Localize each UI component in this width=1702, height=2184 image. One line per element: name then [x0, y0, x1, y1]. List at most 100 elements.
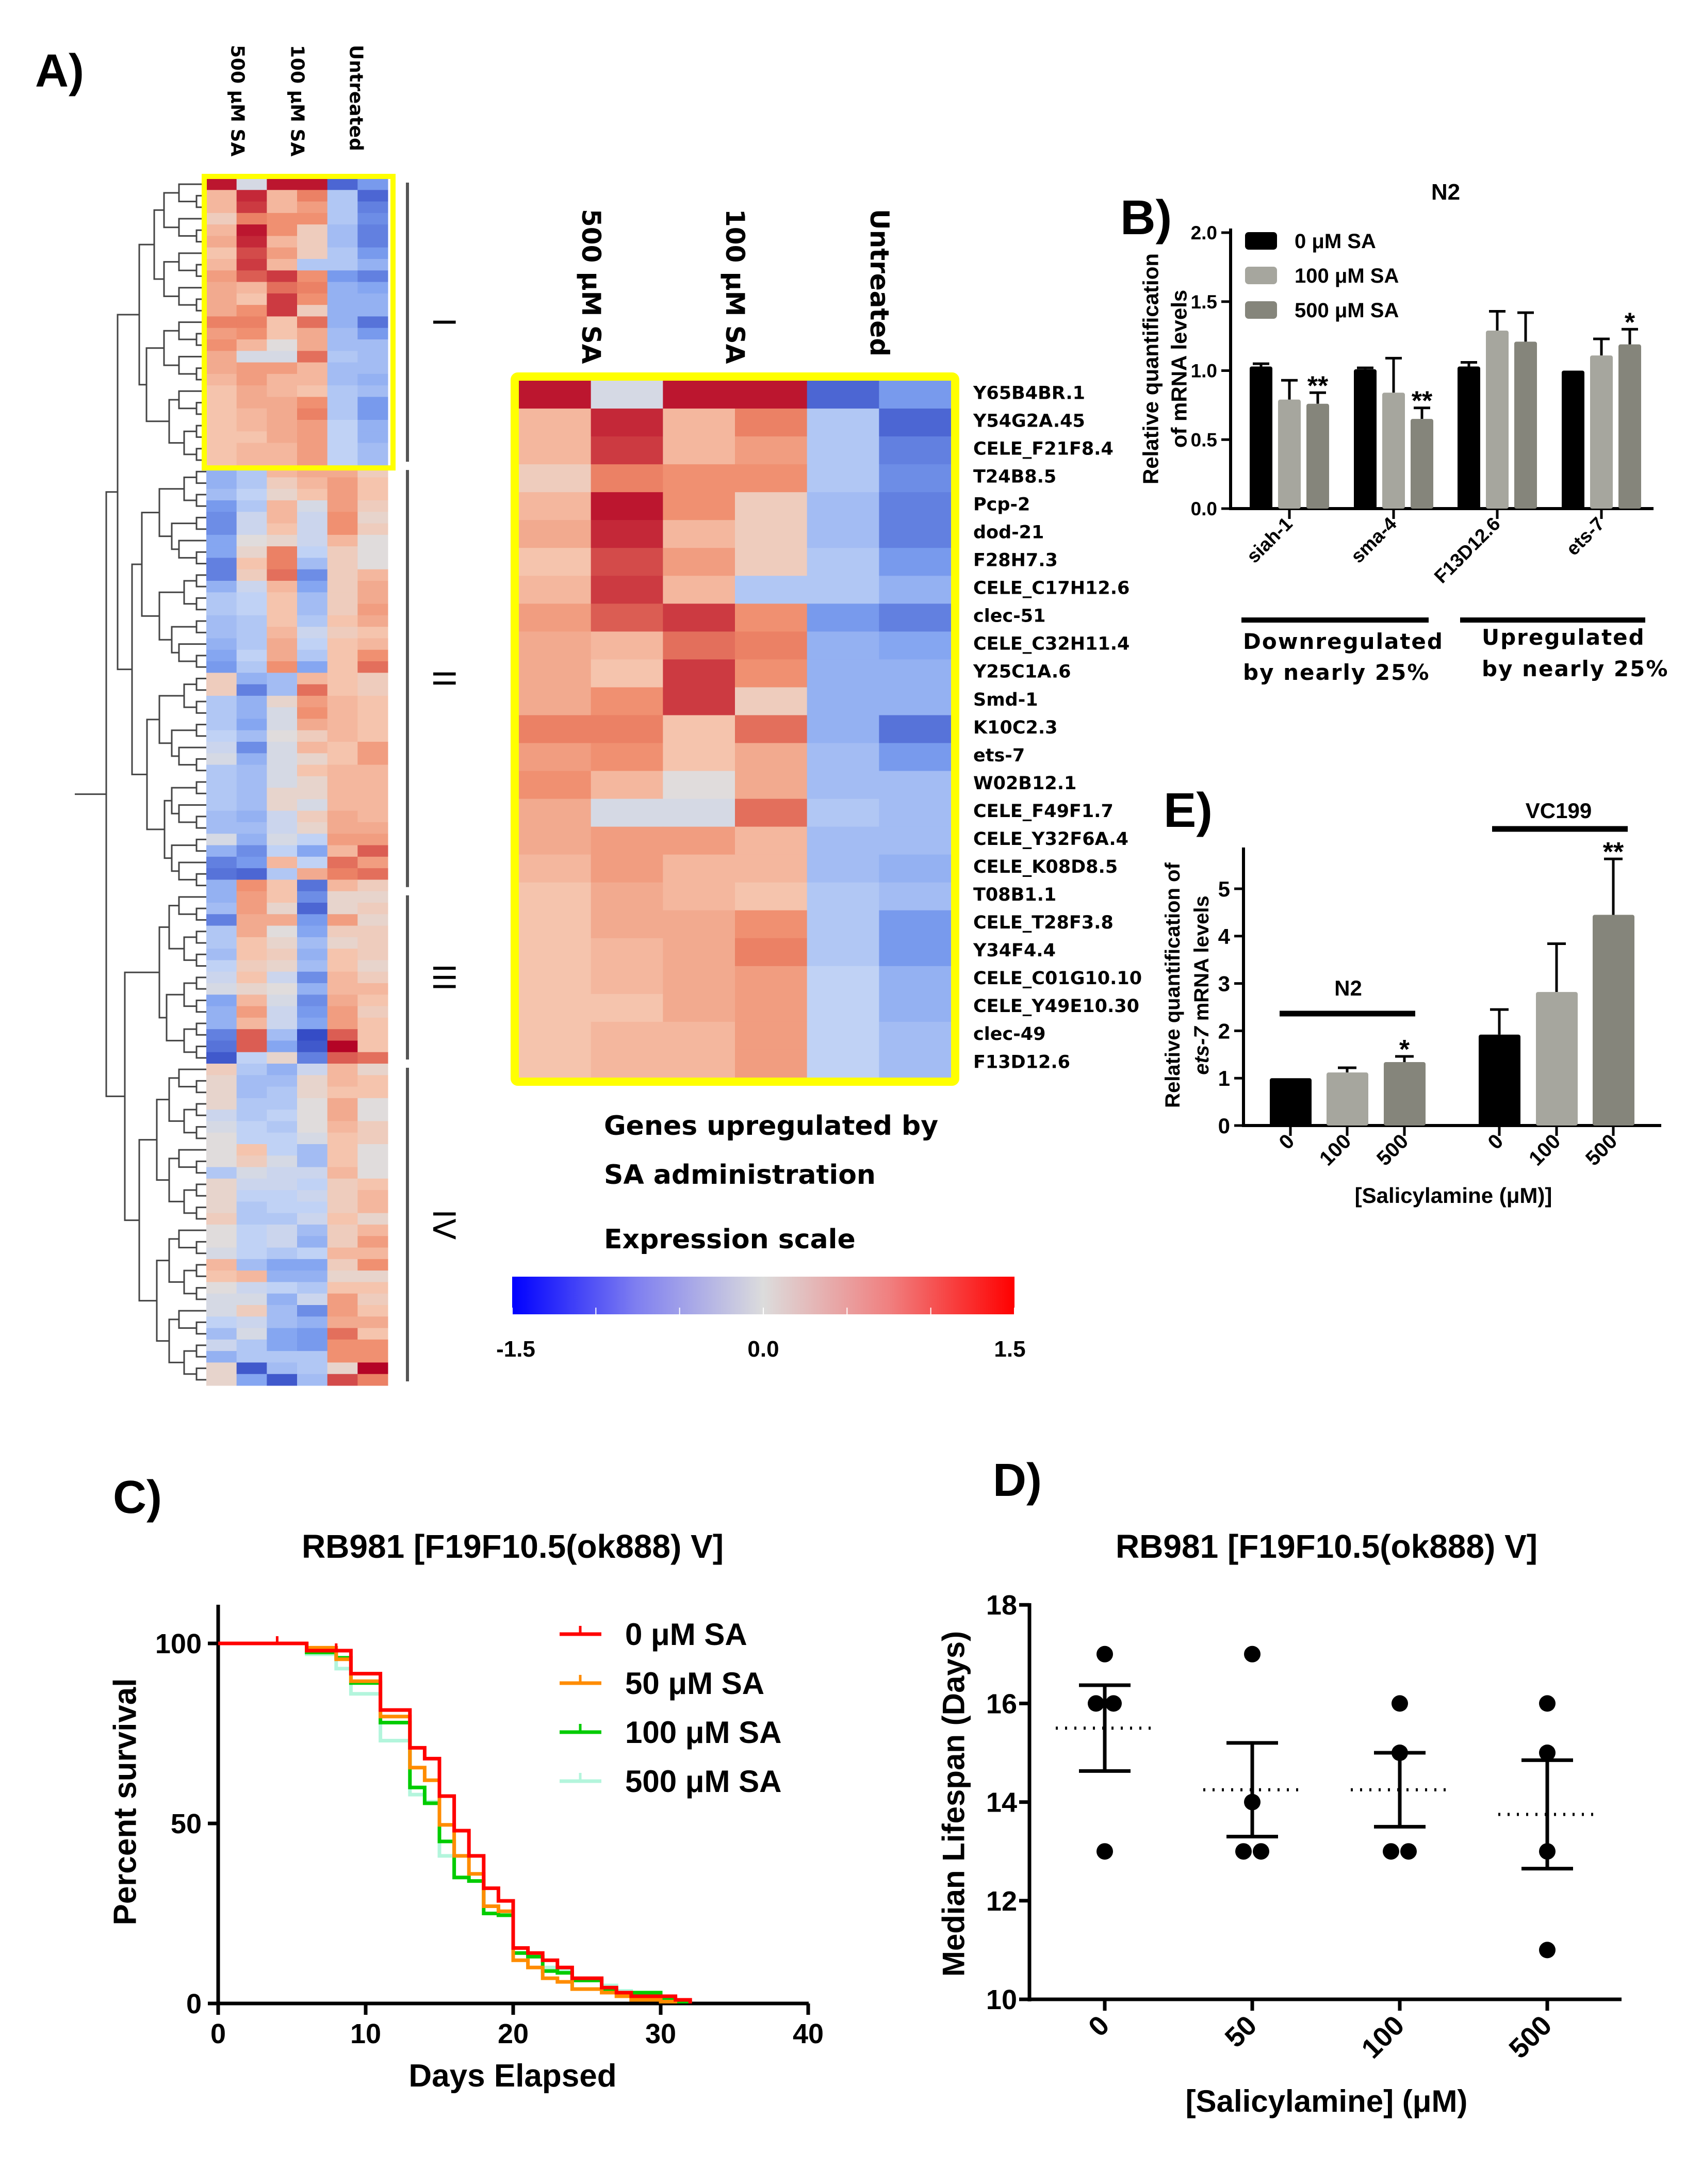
heatmap-cell [591, 1021, 663, 1050]
heatmap-cell [267, 1213, 298, 1225]
group-label: Upregulated [1482, 625, 1645, 650]
heatmap-cell [206, 477, 237, 490]
heatmap-cell [357, 362, 388, 374]
heatmap-cell [807, 520, 879, 548]
heatmap-cell [807, 910, 879, 939]
heatmap-cell [297, 695, 328, 708]
dendrogram-branch [156, 1260, 169, 1342]
bar [1590, 355, 1613, 509]
heatmap-cell [236, 649, 267, 662]
heatmap-cell [297, 615, 328, 627]
heatmap-cell [206, 1270, 237, 1282]
heatmap-cell [297, 1282, 328, 1294]
heatmap-cell [236, 1064, 267, 1075]
y-axis-title: Relative quantification of [1161, 862, 1184, 1108]
heatmap-cell [327, 879, 358, 892]
overview-heatmap [206, 178, 388, 1386]
heatmap-cell [327, 1178, 358, 1191]
heatmap-cell [735, 1049, 808, 1078]
heatmap-cell [357, 1270, 388, 1282]
dendrogram-branch [183, 430, 197, 455]
data-point [1400, 1843, 1417, 1860]
significance-marker: ** [1412, 386, 1433, 416]
heatmap-cell [236, 960, 267, 972]
heatmap-cell [663, 409, 735, 437]
heatmap-cell [236, 305, 267, 317]
heatmap-cell [807, 381, 879, 409]
dendrogram-branch [178, 861, 206, 881]
heatmap-cell [267, 1236, 298, 1248]
heatmap-cell [327, 558, 358, 570]
dendrogram-branch [195, 620, 206, 633]
heatmap-cell [297, 903, 328, 915]
heatmap-cell [735, 938, 808, 967]
heatmap-cell [236, 477, 267, 490]
heatmap-cell [357, 810, 388, 823]
heatmap-cell [297, 328, 328, 340]
heatmap-cell [327, 1167, 358, 1179]
legend-label: 100 μM SA [625, 1715, 782, 1750]
heatmap-cell [357, 1247, 388, 1260]
heatmap-cell [267, 799, 298, 811]
gene-label: F28H7.3 [973, 550, 1058, 571]
heatmap-cell [591, 854, 663, 883]
heatmap-cell [519, 659, 592, 688]
heatmap-cell [236, 1017, 267, 1030]
heatmap-cell [357, 949, 388, 960]
heatmap-cell [267, 1225, 298, 1236]
heatmap-cell [807, 938, 879, 967]
heatmap-cell [327, 788, 358, 800]
heatmap-cell [267, 1132, 298, 1145]
heatmap-cell [267, 684, 298, 696]
heatmap-cell [519, 436, 592, 465]
heatmap-cell [519, 548, 592, 576]
data-point [1539, 1942, 1556, 1959]
heatmap-cell [267, 339, 298, 351]
heatmap-cell [236, 1362, 267, 1375]
overview-column-label: Untreated [346, 45, 367, 151]
dendrogram-branch [178, 804, 206, 823]
heatmap-cell [236, 925, 267, 938]
heatmap-cell [297, 1339, 328, 1351]
heatmap-cell [297, 822, 328, 834]
heatmap-cell [236, 201, 267, 214]
heatmap-cell [236, 1086, 267, 1099]
heatmap-cell [357, 1075, 388, 1087]
heatmap-cell [236, 523, 267, 535]
heatmap-cell [206, 500, 237, 512]
heatmap-cell [267, 1110, 298, 1121]
heatmap-cell [206, 1017, 237, 1030]
dendrogram-branch [163, 261, 179, 297]
panel-d-lifespan-scatter: D) RB981 [F19F10.5(ok888) V] 10 12 14 16 18 0 50… [937, 1455, 1622, 2118]
heatmap-cell [236, 1213, 267, 1225]
heatmap-cell [236, 971, 267, 984]
dendrogram-branch [195, 999, 206, 1013]
heatmap-cell [357, 1362, 388, 1375]
heatmap-cell [267, 822, 298, 834]
heatmap-cell [206, 822, 237, 834]
heatmap-cell [297, 546, 328, 558]
heatmap-cell [236, 1075, 267, 1087]
heatmap-cell [357, 546, 388, 558]
heatmap-cell [297, 868, 328, 880]
heatmap-cell [357, 178, 388, 190]
heatmap-cell [327, 512, 358, 524]
chart-title: RB981 [F19F10.5(ok888) V] [302, 1528, 724, 1565]
heatmap-cell [267, 661, 298, 673]
heatmap-cell [267, 534, 298, 547]
heatmap-cell [735, 520, 808, 548]
heatmap-cell [357, 270, 388, 283]
heatmap-cell [267, 1305, 298, 1317]
zoom-column-label: 100 μM SA [720, 209, 750, 364]
heatmap-cell [267, 408, 298, 420]
heatmap-cell [267, 581, 298, 593]
heatmap-cell [206, 649, 237, 662]
heatmap-cell [206, 960, 237, 972]
heatmap-cell [236, 799, 267, 811]
significance-marker: ** [1307, 371, 1329, 401]
heatmap-cell [327, 1247, 358, 1260]
heatmap-cell [327, 454, 358, 466]
heatmap-cell [879, 520, 952, 548]
heatmap-cell [519, 576, 592, 604]
